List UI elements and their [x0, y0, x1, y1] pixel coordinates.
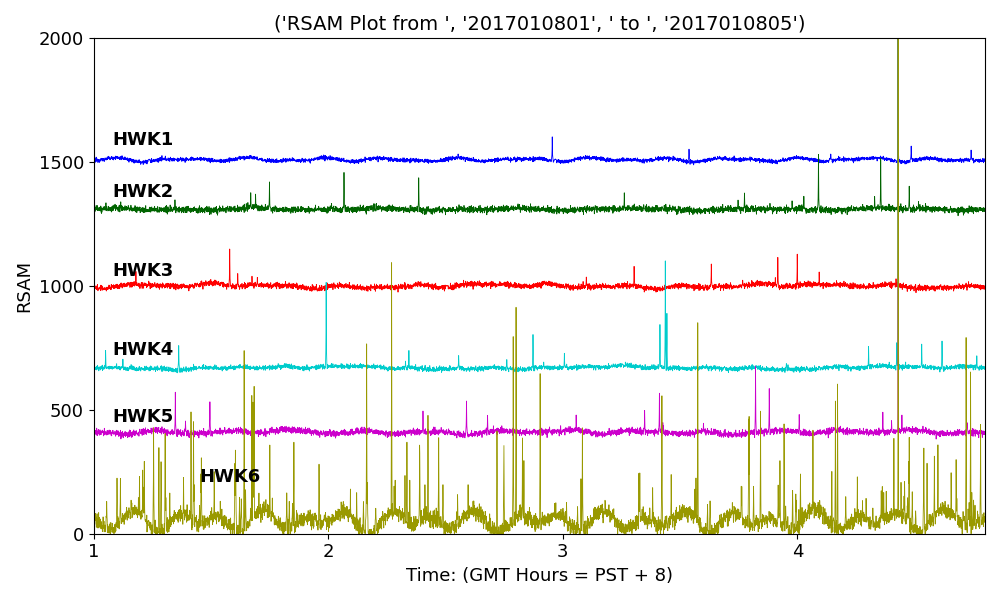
Text: HWK1: HWK1 — [112, 131, 174, 149]
Y-axis label: RSAM: RSAM — [15, 260, 33, 312]
Text: HWK4: HWK4 — [112, 341, 174, 359]
Text: HWK3: HWK3 — [112, 262, 174, 280]
X-axis label: Time: (GMT Hours = PST + 8): Time: (GMT Hours = PST + 8) — [406, 567, 673, 585]
Text: HWK5: HWK5 — [112, 409, 174, 427]
Text: HWK2: HWK2 — [112, 183, 174, 201]
Text: HWK6: HWK6 — [199, 468, 260, 486]
Title: ('RSAM Plot from ', '2017010801', ' to ', '2017010805'): ('RSAM Plot from ', '2017010801', ' to '… — [274, 15, 805, 34]
